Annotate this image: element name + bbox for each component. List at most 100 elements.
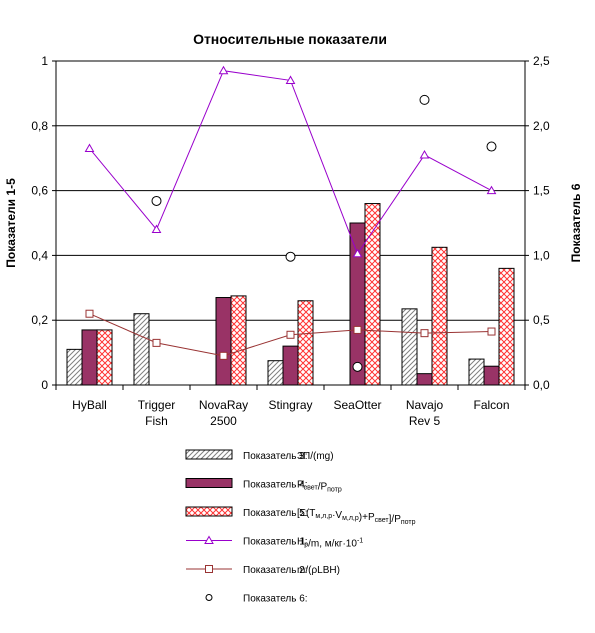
- legend-swatch-marker: [204, 535, 214, 544]
- legend-formula-part: P: [297, 480, 304, 491]
- legend-label: Показатель 5:: [243, 508, 308, 519]
- point-s2: [286, 330, 295, 339]
- legend-formula-part: m/(ρLBH): [297, 565, 340, 576]
- y-right-tick-label: 1,5: [533, 184, 550, 198]
- point-s2: [152, 338, 161, 347]
- y-axis-right-title: Показатель 6: [569, 183, 583, 262]
- point-s1: [486, 185, 497, 195]
- bar-s3: [267, 360, 284, 386]
- legend-formula: Pсвет/Pпотр: [297, 480, 342, 494]
- legend-formula-part: -1: [357, 538, 363, 545]
- category-label: Falcon: [473, 398, 509, 412]
- y-right-tick-label: 0,5: [533, 313, 550, 327]
- point-s6: [486, 141, 497, 152]
- bar-s4: [215, 297, 232, 386]
- category-labels: HyBall Trigger Fish NovaRay 2500 Stingray SeaO…: [72, 398, 509, 428]
- legend-formula-part: [Σ(T: [297, 508, 315, 519]
- point-s6: [419, 94, 430, 105]
- legend-formula-part: свет: [304, 485, 319, 492]
- y-axis-left-title: Показатели 1-5: [4, 178, 18, 268]
- point-s1: [419, 149, 430, 159]
- legend-formula-part: свет: [375, 517, 390, 524]
- legend-item-s6: Показатель 6:: [205, 594, 308, 605]
- point-s2: [420, 329, 429, 338]
- legend-swatch-marker: [205, 594, 213, 601]
- bar-s4: [81, 329, 98, 386]
- legend-swatch: [185, 449, 233, 460]
- category-label: Trigger: [138, 398, 176, 412]
- legend-formula: [Σ(Tм,л,р·Vм,л,р)+Pсвет]/Pпотр: [297, 508, 416, 526]
- point-s6: [151, 195, 162, 206]
- bar-s5: [431, 246, 448, 386]
- y-left-tick-label: 1: [41, 54, 48, 68]
- legend-formula: Hр/m, м/кг·10-1: [297, 537, 363, 550]
- bar-s5: [96, 329, 113, 386]
- axes: [52, 60, 529, 390]
- bar-s4: [416, 373, 433, 386]
- y-left-tick-label: 0: [41, 378, 48, 392]
- legend-label: Показатель 3:: [243, 451, 308, 462]
- legend-formula-part: /m, м/кг·10: [308, 539, 357, 550]
- legend-formula-part: ЗП/(mg): [297, 451, 334, 462]
- legend-formula-part: м,л,р: [342, 515, 359, 522]
- bar-s3: [401, 308, 418, 386]
- legend-item-s2: Показатель 2:m/(ρLBH): [186, 565, 340, 576]
- y-right-tick-label: 0,0: [533, 378, 550, 392]
- line-s1: [89, 70, 492, 255]
- legend-swatch: [185, 506, 233, 517]
- point-s1: [285, 75, 296, 84]
- bar-s4: [349, 222, 366, 386]
- legend-label: Показатель 1:: [243, 537, 308, 548]
- legend-item-s5: Показатель 5:[Σ(Tм,л,р·Vм,л,р)+Pсвет]/Pп…: [185, 506, 416, 526]
- legend-formula-part: р: [304, 542, 308, 549]
- category-label: NovaRay: [199, 398, 248, 412]
- grid: [56, 60, 525, 321]
- legend-label: Показатель 2:: [243, 565, 308, 576]
- y-right-tick-label: 1,0: [533, 248, 550, 262]
- legend-formula-part: потр: [327, 487, 342, 494]
- legend-formula-part: H: [297, 537, 304, 548]
- point-s2: [219, 351, 228, 360]
- y-left-tick-label: 0,4: [31, 248, 48, 262]
- legend-swatch-marker: [205, 565, 213, 573]
- legend-label: Показатель 6:: [243, 594, 308, 605]
- point-s1: [84, 143, 95, 152]
- lines: [84, 65, 497, 372]
- legend-formula: m/(ρLBH): [297, 565, 340, 576]
- category-label-line2: 2500: [210, 414, 237, 428]
- point-s2: [85, 309, 94, 318]
- bar-s3: [468, 358, 485, 386]
- bar-s5: [498, 267, 515, 386]
- bar-s5: [297, 300, 314, 386]
- point-s2: [353, 325, 362, 334]
- legend-swatch: [185, 478, 233, 488]
- bar-s3: [133, 313, 150, 386]
- category-label-line2: Fish: [145, 414, 168, 428]
- point-s2: [487, 327, 496, 336]
- category-label: Navajo: [406, 398, 444, 412]
- point-s1: [218, 65, 229, 75]
- legend: Показатель 3:ЗП/(mg) Показатель 4:Pсвет/P…: [185, 449, 416, 605]
- bar-s4: [282, 345, 299, 386]
- legend-formula-part: ]/P: [389, 514, 402, 525]
- legend-formula-part: потр: [401, 519, 416, 526]
- y-right-tick-label: 2,5: [533, 54, 550, 68]
- legend-formula-part: /P: [318, 482, 328, 493]
- y-right-tick-label: 2,0: [533, 119, 550, 133]
- y-left-tick-label: 0,8: [31, 119, 48, 133]
- legend-formula: ЗП/(mg): [297, 451, 334, 462]
- category-label: SeaOtter: [333, 398, 381, 412]
- point-s6: [285, 251, 296, 262]
- legend-formula-part: ·V: [332, 510, 342, 521]
- category-label: HyBall: [72, 398, 107, 412]
- point-s6: [352, 361, 363, 372]
- legend-label: Показатель 4:: [243, 480, 308, 491]
- category-label: Stingray: [268, 398, 312, 412]
- y-left-tick-label: 0,6: [31, 184, 48, 198]
- bar-s3: [66, 348, 83, 386]
- chart-title: Относительные показатели: [193, 31, 387, 47]
- point-s1: [352, 248, 363, 258]
- tick-labels: 0 0,2 0,4 0,6 0,8 1 0,0 0,5 1,0 1,5 2,0 2,5: [31, 54, 550, 392]
